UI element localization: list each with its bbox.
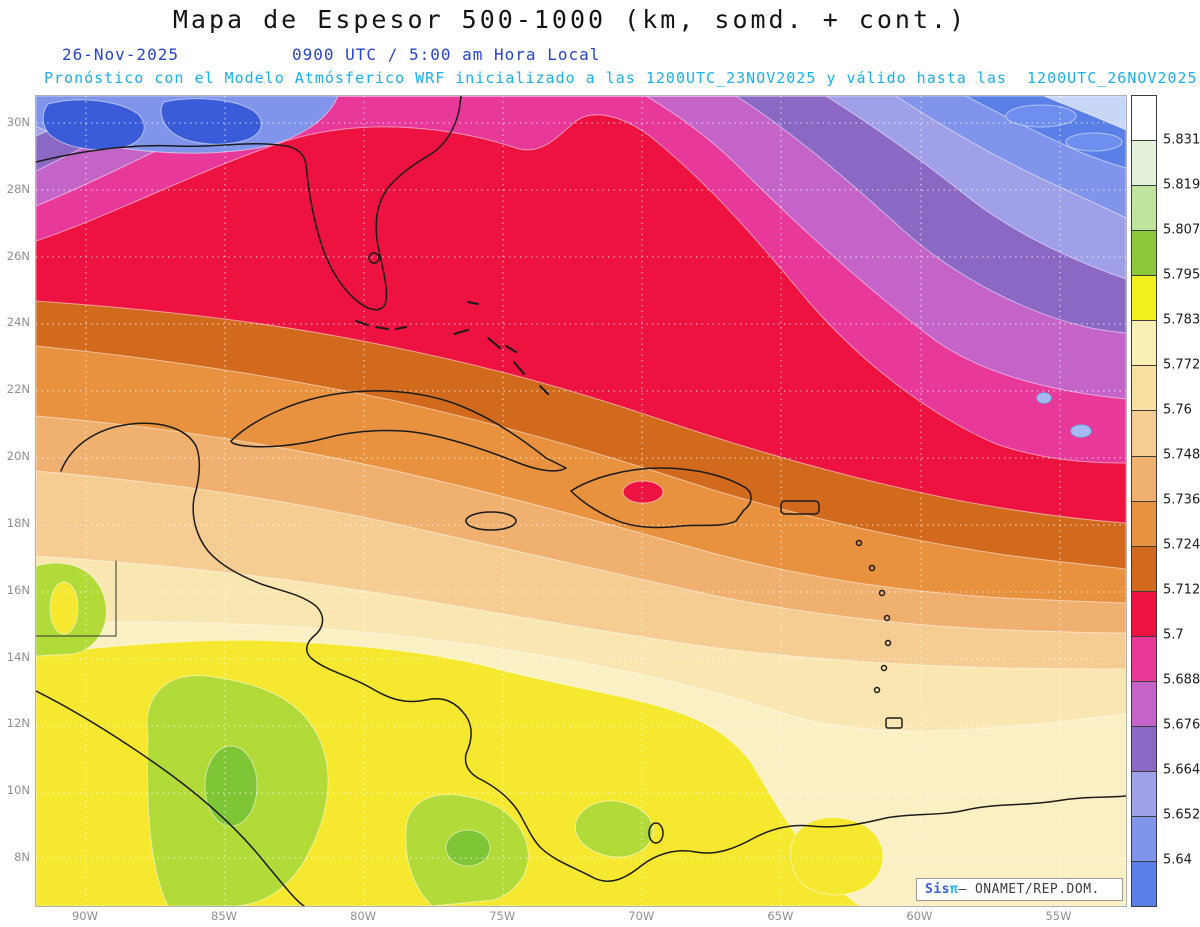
colorbar-segment	[1131, 817, 1157, 863]
lat-label-12N: 12N	[6, 716, 30, 731]
colorbar-label-5.819: 5.819	[1163, 177, 1200, 193]
colorbar-label-5.783: 5.783	[1163, 312, 1200, 328]
thickness-fill-bands	[36, 96, 1126, 906]
colorbar-label-5.676: 5.676	[1163, 717, 1200, 733]
lon-label-90W: 90W	[71, 909, 98, 923]
valid-time-label: 0900 UTC / 5:00 am Hora Local	[292, 45, 601, 64]
valid-date-label: 26-Nov-2025	[62, 45, 179, 64]
lat-label-22N: 22N	[6, 382, 30, 397]
colorbar-label-5.664: 5.664	[1163, 762, 1200, 778]
credit-badge: Sisπ– ONAMET/REP.DOM.	[916, 878, 1123, 901]
forecast-note: Pronóstico con el Modelo Atmósferico WRF…	[44, 69, 1198, 87]
credit-org: – ONAMET/REP.DOM.	[958, 882, 1100, 897]
lat-label-24N: 24N	[6, 315, 30, 330]
lat-lon-grid	[36, 96, 1126, 906]
colorbar-segment	[1131, 411, 1157, 457]
credit-brand: Sis	[925, 882, 950, 897]
credit-pi-icon: π	[949, 882, 959, 897]
colorbar-segment	[1131, 681, 1157, 727]
lon-label-55W: 55W	[1045, 909, 1072, 923]
lat-label-26N: 26N	[6, 248, 30, 263]
map-canvas	[35, 95, 1127, 907]
colorbar-label-5.724: 5.724	[1163, 537, 1200, 553]
colorbar-segment	[1131, 231, 1157, 277]
lat-label-18N: 18N	[6, 515, 30, 530]
colorbar-label-5.712: 5.712	[1163, 582, 1200, 598]
thickness-map-svg	[36, 96, 1126, 906]
colorbar-label-5.652: 5.652	[1163, 807, 1200, 823]
lat-label-16N: 16N	[6, 582, 30, 597]
page-title: Mapa de Espesor 500-1000 (km, somd. + co…	[172, 5, 968, 34]
lon-label-60W: 60W	[906, 909, 933, 923]
lon-label-65W: 65W	[767, 909, 794, 923]
lat-label-20N: 20N	[6, 449, 30, 464]
colorbar-label-5.736: 5.736	[1163, 492, 1200, 508]
colorbar-label-5.807: 5.807	[1163, 222, 1200, 238]
coastlines	[36, 96, 1126, 906]
lat-label-28N: 28N	[6, 181, 30, 196]
colorbar-label-5.831: 5.831	[1163, 132, 1200, 148]
colorbar-segment	[1131, 366, 1157, 412]
colorbar	[1131, 95, 1157, 908]
colorbar-segment	[1131, 771, 1157, 817]
lat-label-10N: 10N	[6, 783, 30, 798]
colorbar-segment	[1131, 456, 1157, 502]
colorbar-segment	[1131, 546, 1157, 592]
colorbar-label-5.795: 5.795	[1163, 267, 1200, 283]
colorbar-label-5.772: 5.772	[1163, 357, 1200, 373]
lat-label-8N: 8N	[14, 850, 30, 865]
lat-label-14N: 14N	[6, 649, 30, 664]
colorbar-segment	[1131, 141, 1157, 187]
colorbar-segment	[1131, 862, 1157, 908]
colorbar-segment	[1131, 95, 1157, 142]
colorbar-label-5.7: 5.7	[1163, 627, 1184, 643]
lon-label-85W: 85W	[211, 909, 238, 923]
colorbar-label-5.64: 5.64	[1163, 852, 1192, 868]
lon-label-70W: 70W	[628, 909, 655, 923]
colorbar-label-5.748: 5.748	[1163, 447, 1200, 463]
lat-label-30N: 30N	[6, 115, 30, 129]
colorbar-segment	[1131, 636, 1157, 682]
colorbar-segment	[1131, 501, 1157, 547]
colorbar-segment	[1131, 321, 1157, 367]
colorbar-segment	[1131, 186, 1157, 232]
colorbar-segment	[1131, 726, 1157, 772]
colorbar-segment	[1131, 591, 1157, 637]
colorbar-label-5.688: 5.688	[1163, 672, 1200, 688]
lon-label-75W: 75W	[489, 909, 516, 923]
lon-label-80W: 80W	[350, 909, 377, 923]
colorbar-label-5.76: 5.76	[1163, 402, 1192, 418]
colorbar-segment	[1131, 276, 1157, 322]
